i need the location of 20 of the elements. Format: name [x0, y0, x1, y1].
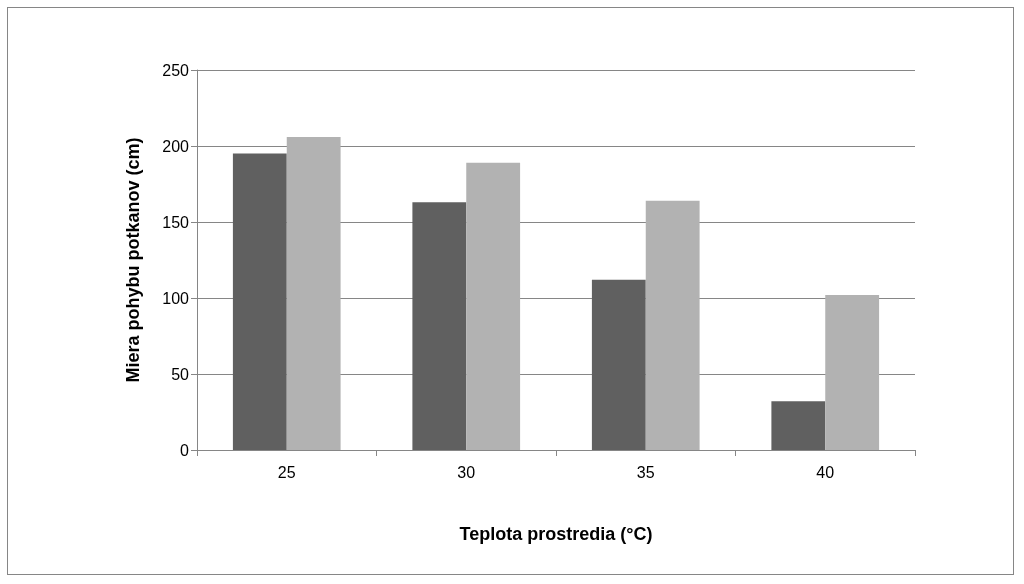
- x-tick-label: 25: [277, 463, 296, 481]
- y-axis-title: Miera pohybu potkanov (cm): [123, 137, 143, 383]
- bar: [286, 136, 341, 450]
- x-tick-label: 35: [636, 463, 655, 481]
- x-tick-label: 40: [816, 463, 835, 481]
- bar: [591, 279, 646, 450]
- y-tick-label: 150: [162, 213, 190, 231]
- bar: [825, 294, 880, 450]
- bar: [232, 153, 287, 450]
- y-tick-label: 250: [162, 61, 190, 79]
- bar: [645, 200, 700, 450]
- x-axis-title: Teplota prostredia (°C): [459, 524, 653, 544]
- bar: [466, 162, 521, 450]
- bar: [771, 401, 826, 450]
- y-tick-label: 50: [171, 365, 190, 383]
- x-tick-label: 30: [457, 463, 476, 481]
- y-tick-label: 100: [162, 289, 190, 307]
- y-tick-label: 200: [162, 137, 190, 155]
- bar: [412, 202, 467, 450]
- y-tick-label: 0: [180, 441, 190, 459]
